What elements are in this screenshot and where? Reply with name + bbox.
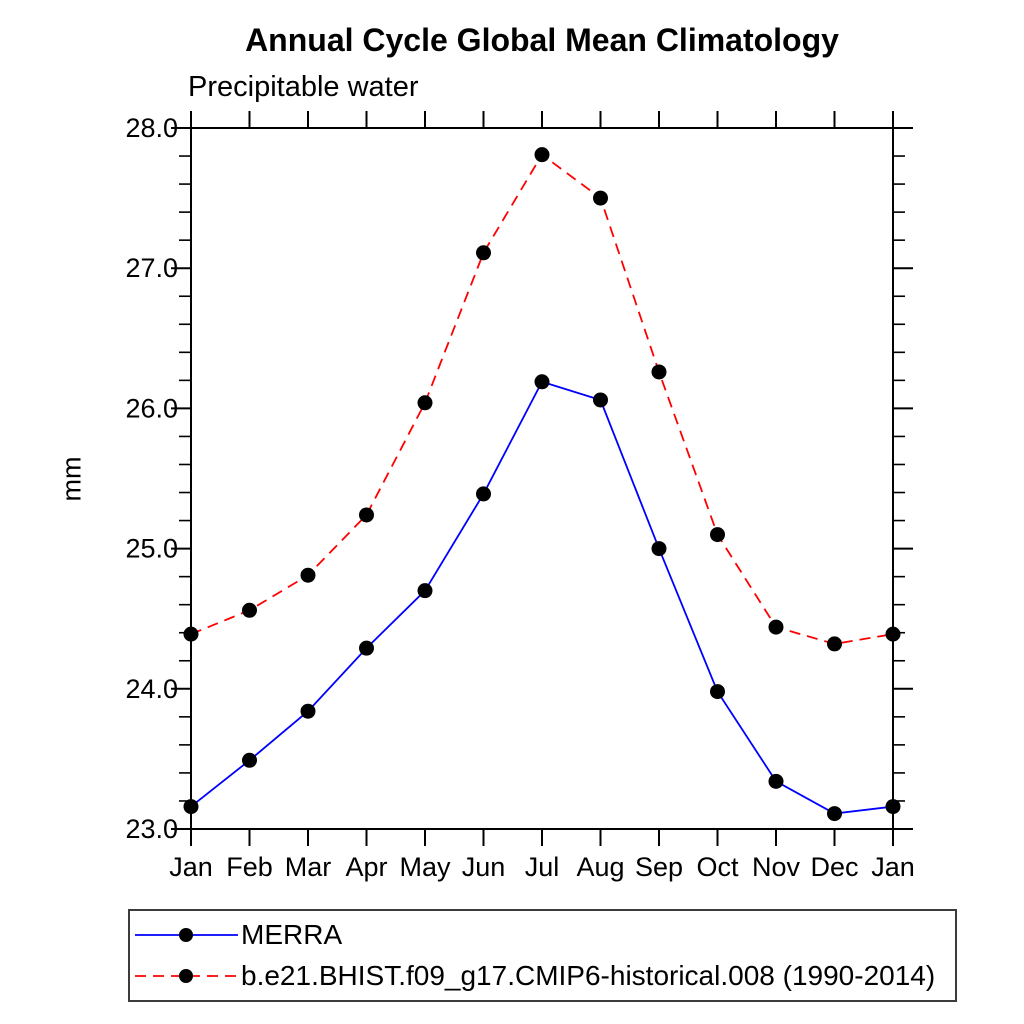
y-tick-label: 23.0 <box>125 814 178 844</box>
chart-title: Annual Cycle Global Mean Climatology <box>245 22 839 58</box>
data-point-marker <box>300 703 316 719</box>
data-point-marker <box>593 190 608 206</box>
data-point-marker <box>827 636 842 652</box>
data-point-marker <box>885 626 901 642</box>
legend-box: MERRA b.e21.BHIST.f09_g17.CMIP6-historica… <box>128 909 957 1002</box>
data-point-marker <box>242 602 257 618</box>
legend-label: b.e21.BHIST.f09_g17.CMIP6-historical.008… <box>241 960 936 991</box>
x-tick-label: Jan <box>871 852 915 882</box>
data-point-marker <box>300 567 316 583</box>
y-tick-label: 26.0 <box>125 393 178 423</box>
data-point-marker <box>359 507 374 523</box>
data-point-marker <box>183 626 199 642</box>
data-point-marker <box>534 374 550 390</box>
x-tick-label: Apr <box>345 852 387 882</box>
data-point-marker <box>476 245 491 261</box>
y-tick-label: 27.0 <box>125 253 178 283</box>
data-point-marker <box>534 147 550 163</box>
x-tick-label: Nov <box>752 852 801 882</box>
data-point-marker <box>827 806 842 822</box>
data-point-marker <box>710 684 725 700</box>
x-tick-label: Jun <box>462 852 506 882</box>
y-tick-label: 28.0 <box>125 113 178 143</box>
data-point-marker <box>768 619 784 635</box>
legend-line-sample <box>135 928 238 942</box>
series-line-b <box>190 153 894 645</box>
x-tick-label: Jul <box>525 852 560 882</box>
x-tick-label: Sep <box>635 852 683 882</box>
legend-line-sample <box>135 969 238 983</box>
data-point-marker <box>768 773 784 789</box>
plot-frame <box>190 127 894 830</box>
x-tick-label: Mar <box>285 852 332 882</box>
x-tick-label: May <box>399 852 451 882</box>
legend-item: b.e21.BHIST.f09_g17.CMIP6-historical.008… <box>135 956 955 997</box>
x-tick-label: Dec <box>810 852 858 882</box>
series-line-MERRA <box>190 380 894 815</box>
x-tick-label: Aug <box>576 852 624 882</box>
data-point-marker <box>417 583 433 599</box>
data-point-marker <box>593 392 608 408</box>
data-point-marker <box>359 640 374 656</box>
y-tick-label: 25.0 <box>125 534 178 564</box>
legend-item: MERRA <box>135 915 955 956</box>
data-point-marker <box>710 527 725 543</box>
x-tick-label: Oct <box>696 852 739 882</box>
data-point-marker <box>417 395 433 411</box>
data-point-marker <box>651 364 667 380</box>
data-point-marker <box>651 541 667 557</box>
x-tick-label: Jan <box>169 852 213 882</box>
data-point-marker <box>885 799 901 815</box>
y-tick-label: 24.0 <box>125 674 178 704</box>
data-point-marker <box>242 752 257 768</box>
data-point-marker <box>183 799 199 815</box>
data-point-marker <box>476 486 491 502</box>
legend-label: MERRA <box>241 919 343 950</box>
chart-subtitle: Precipitable water <box>188 71 419 103</box>
x-tick-label: Feb <box>226 852 273 882</box>
